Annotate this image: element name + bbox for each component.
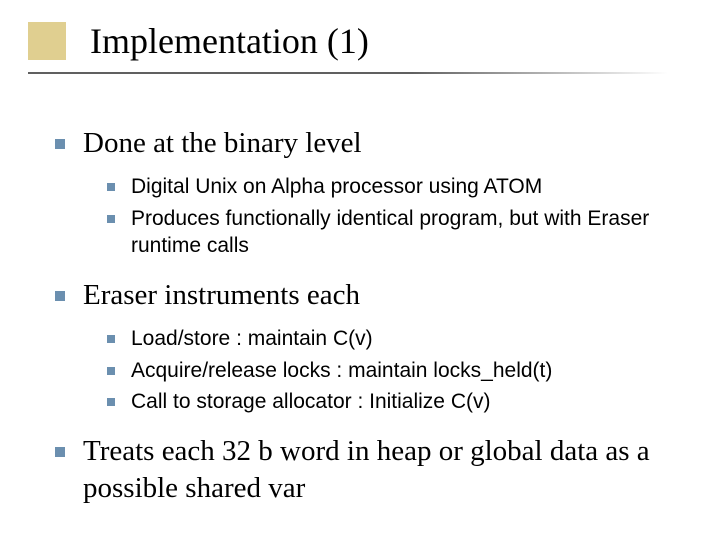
- bullet-text: Done at the binary level: [83, 125, 362, 161]
- square-bullet-icon: [55, 139, 65, 149]
- accent-box: [28, 22, 66, 60]
- square-bullet-icon: [55, 447, 65, 457]
- square-bullet-icon: [107, 398, 115, 406]
- bullet-text: Acquire/release locks : maintain locks_h…: [131, 357, 552, 384]
- bullet-text: Produces functionally identical program,…: [131, 205, 665, 260]
- slide-title: Implementation (1): [90, 20, 369, 62]
- bullet-level2: Digital Unix on Alpha processor using AT…: [107, 173, 665, 200]
- square-bullet-icon: [107, 183, 115, 191]
- bullet-text: Treats each 32 b word in heap or global …: [83, 433, 665, 506]
- bullet-level2: Acquire/release locks : maintain locks_h…: [107, 357, 665, 384]
- square-bullet-icon: [107, 335, 115, 343]
- square-bullet-icon: [107, 215, 115, 223]
- title-area: Implementation (1): [0, 0, 720, 95]
- bullet-level2: Call to storage allocator : Initialize C…: [107, 388, 665, 415]
- bullet-level1: Eraser instruments each: [55, 277, 665, 313]
- sub-bullet-group: Load/store : maintain C(v) Acquire/relea…: [107, 325, 665, 415]
- bullet-level2: Produces functionally identical program,…: [107, 205, 665, 260]
- square-bullet-icon: [107, 367, 115, 375]
- bullet-level1: Done at the binary level: [55, 125, 665, 161]
- bullet-level1: Treats each 32 b word in heap or global …: [55, 433, 665, 506]
- square-bullet-icon: [55, 291, 65, 301]
- bullet-text: Call to storage allocator : Initialize C…: [131, 388, 490, 415]
- content-area: Done at the binary level Digital Unix on…: [0, 95, 720, 506]
- sub-bullet-group: Digital Unix on Alpha processor using AT…: [107, 173, 665, 259]
- bullet-text: Eraser instruments each: [83, 277, 360, 313]
- title-underline: [28, 72, 668, 74]
- bullet-text: Digital Unix on Alpha processor using AT…: [131, 173, 542, 200]
- bullet-level2: Load/store : maintain C(v): [107, 325, 665, 352]
- bullet-text: Load/store : maintain C(v): [131, 325, 373, 352]
